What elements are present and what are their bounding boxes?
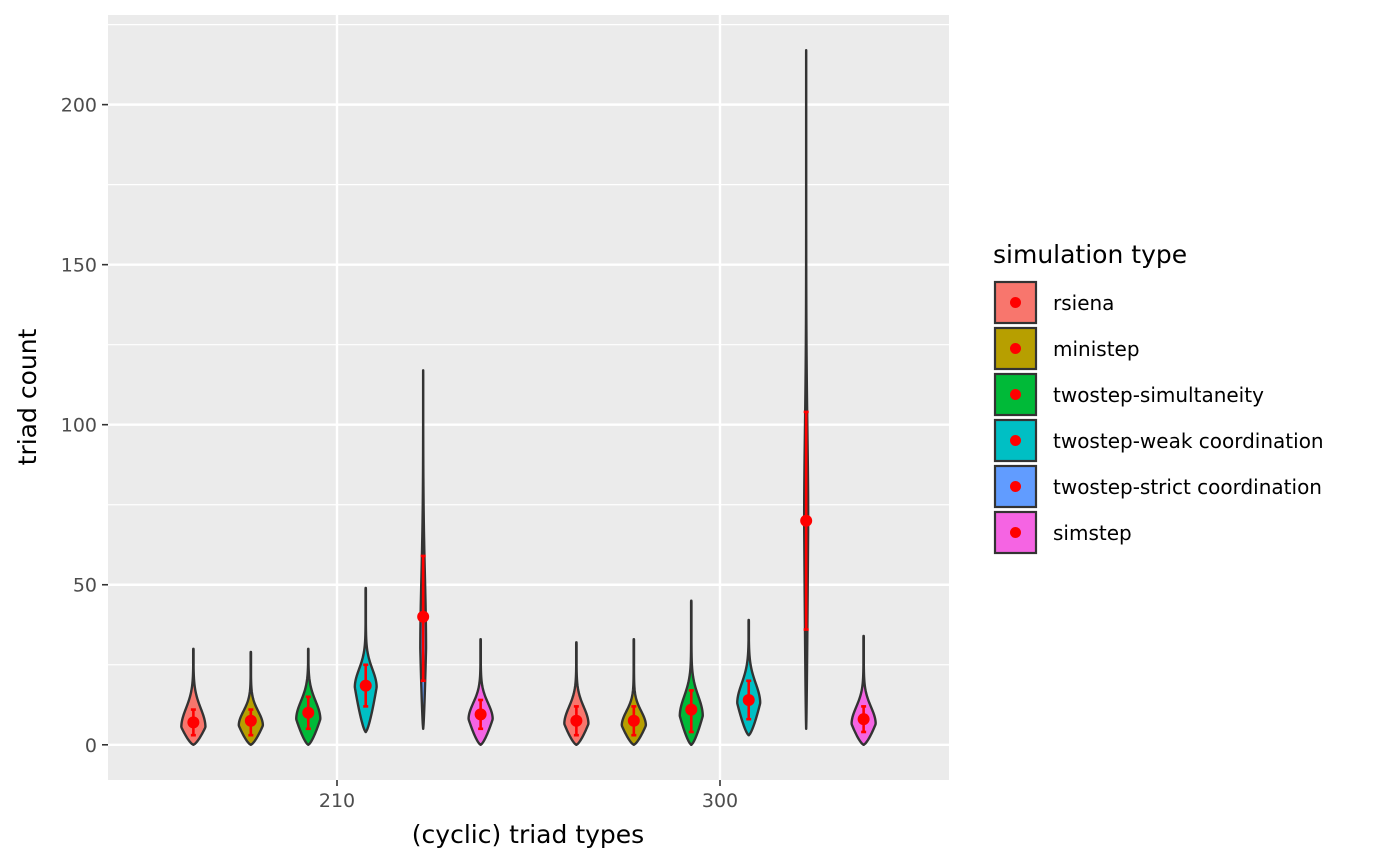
x-tick-label: 300 bbox=[702, 790, 738, 812]
y-axis-title: triad count bbox=[13, 328, 42, 465]
mean-point bbox=[742, 693, 755, 706]
mean-point bbox=[570, 714, 583, 727]
legend: simulation type rsiena ministep twostep-si… bbox=[993, 240, 1324, 555]
y-tick-label: 0 bbox=[85, 735, 97, 757]
violin-layer bbox=[180, 49, 877, 746]
series-rsiena bbox=[180, 641, 590, 746]
series-simstep bbox=[467, 634, 877, 746]
violin bbox=[850, 634, 877, 746]
minor-gridlines bbox=[108, 24, 949, 666]
legend-key bbox=[993, 418, 1038, 463]
legend-label: twostep-strict coordination bbox=[1053, 475, 1322, 499]
legend-item: twostep-weak coordination bbox=[993, 418, 1324, 463]
mean-point bbox=[800, 514, 813, 527]
legend-title: simulation type bbox=[993, 240, 1187, 269]
series-twostep-weak-coordination bbox=[353, 586, 762, 737]
violin bbox=[467, 637, 494, 746]
y-tick-label: 100 bbox=[61, 415, 97, 437]
violin bbox=[237, 650, 265, 746]
mean-point bbox=[857, 713, 870, 726]
legend-key-point bbox=[1010, 435, 1021, 446]
mean-point bbox=[359, 679, 372, 692]
series-ministep bbox=[237, 637, 648, 746]
legend-label: twostep-simultaneity bbox=[1053, 383, 1264, 407]
legend-key bbox=[993, 464, 1038, 509]
plot-panel bbox=[108, 15, 949, 780]
mean-point bbox=[302, 706, 315, 719]
legend-key bbox=[993, 326, 1038, 371]
legend-item: simstep bbox=[993, 510, 1132, 555]
legend-label: ministep bbox=[1053, 337, 1140, 361]
legend-item: rsiena bbox=[993, 280, 1114, 325]
legend-key-point bbox=[1010, 389, 1021, 400]
legend-key-point bbox=[1010, 481, 1021, 492]
x-tick-label: 210 bbox=[319, 790, 355, 812]
x-axis-title: (cyclic) triad types bbox=[412, 820, 644, 849]
mean-point bbox=[187, 716, 200, 729]
series-twostep-simultaneity bbox=[295, 599, 704, 746]
violin bbox=[180, 647, 207, 746]
violin bbox=[353, 586, 378, 734]
violin bbox=[736, 618, 762, 737]
legend-label: twostep-weak coordination bbox=[1053, 429, 1324, 453]
y-axis: 0 50 100 150 200 bbox=[61, 95, 108, 757]
y-tick-label: 150 bbox=[61, 255, 97, 277]
legend-key-point bbox=[1010, 343, 1021, 354]
y-tick-label: 50 bbox=[73, 575, 97, 597]
legend-key-point bbox=[1010, 527, 1021, 538]
violin bbox=[620, 637, 648, 746]
y-tick-label: 200 bbox=[61, 95, 97, 117]
mean-point bbox=[627, 714, 640, 727]
legend-label: simstep bbox=[1053, 521, 1132, 545]
x-axis: 210 300 bbox=[319, 780, 738, 812]
legend-item: ministep bbox=[993, 326, 1140, 371]
mean-point bbox=[417, 610, 430, 623]
mean-point bbox=[244, 714, 257, 727]
legend-label: rsiena bbox=[1053, 291, 1114, 315]
mean-point bbox=[685, 703, 698, 716]
series-twostep-strict-coordination bbox=[417, 49, 813, 730]
legend-key-point bbox=[1010, 297, 1021, 308]
legend-item: twostep-simultaneity bbox=[993, 372, 1264, 417]
violin bbox=[563, 641, 590, 746]
legend-item: twostep-strict coordination bbox=[993, 464, 1322, 509]
mean-point bbox=[474, 708, 487, 721]
